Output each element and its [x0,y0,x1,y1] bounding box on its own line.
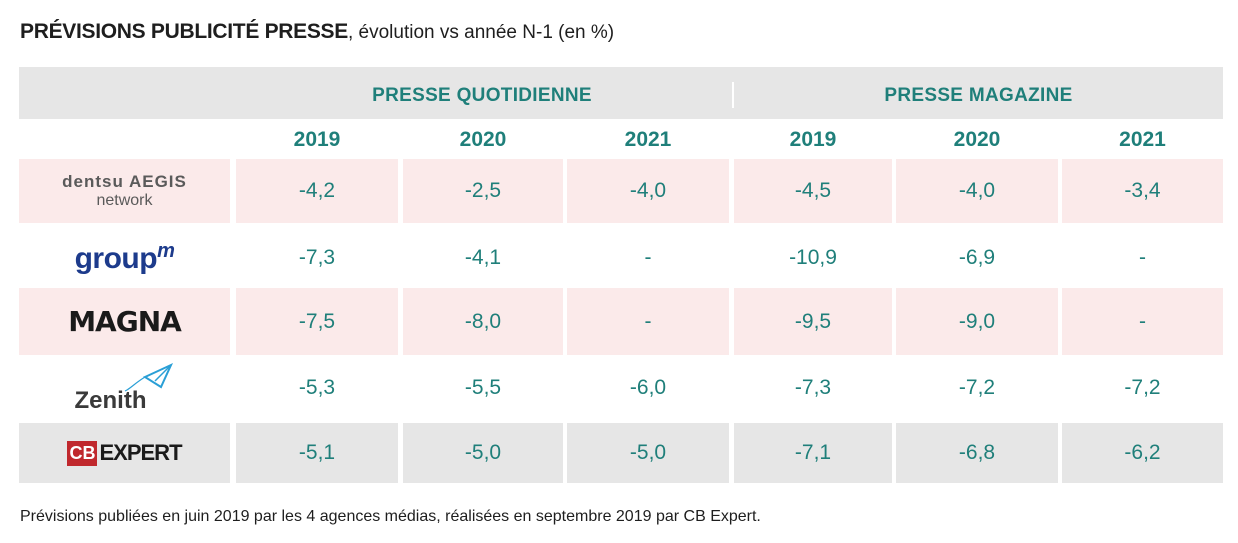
table-cell: -4,0 [896,159,1058,223]
table-cell: -4,0 [567,159,729,223]
footnote: Prévisions publiées en juin 2019 par les… [20,508,761,525]
table-cell: -10,9 [789,246,837,269]
table-cell: - [644,246,652,269]
table-cell: -5,5 [464,376,502,399]
dentsu-logo-line1: dentsu AEGIS [62,172,187,191]
year-header: 2019 [789,128,837,151]
year-header: 2020 [953,128,1001,151]
table-cell: -7,2 [958,376,996,399]
year-header: 2019 [293,128,341,151]
table-cell: -6,2 [1062,423,1223,483]
year-header: 2021 [1119,128,1166,151]
magna-logo-text: MAGNA [68,305,182,338]
table-cell: -6,0 [629,376,667,399]
table-cell: -7,2 [1124,376,1161,399]
table-cell: -7,1 [734,423,892,483]
table-cell: -6,8 [896,423,1058,483]
table-cell: -4,1 [464,246,502,269]
table-cell: -7,5 [236,288,398,355]
table-cell: -7,3 [794,376,832,399]
group-header-bar [19,67,1223,119]
table-cell: -7,3 [298,246,336,269]
year-header: 2021 [624,128,672,151]
table-cell: -3,4 [1062,159,1223,223]
table-cell: -5,0 [567,423,729,483]
group-label-quotidienne: PRESSE QUOTIDIENNE [372,85,592,106]
table-cell: -8,0 [403,288,563,355]
table-cell: -5,0 [403,423,563,483]
cbexpert-logo-text: EXPERT [99,440,182,465]
title-main: PRÉVISIONS PUBLICITÉ PRESSE [20,20,348,43]
chart-title: PRÉVISIONS PUBLICITÉ PRESSE, évolution v… [20,20,614,44]
title-subtitle: , évolution vs année N-1 (en %) [347,22,615,43]
groupm-logo-sup: m [157,240,175,262]
table-cell: - [1139,246,1146,269]
group-label-magazine: PRESSE MAGAZINE [884,85,1073,106]
year-header: 2020 [459,128,507,151]
logo-groupm: groupm [19,227,230,289]
table-cell: -9,5 [734,288,892,355]
zenith-logo-text: Zenith [74,387,147,414]
paper-plane-icon [124,362,173,392]
logo-magna: MAGNA [19,288,230,355]
logo-cbexpert: CB EXPERT [19,423,230,483]
logo-dentsu-aegis: dentsu AEGIS network [19,159,230,223]
table-cell: -6,9 [958,246,996,269]
table-cell: -5,3 [298,376,336,399]
group-separator [732,82,734,108]
cbexpert-badge: CB [67,440,98,466]
table-cell: -4,2 [236,159,398,223]
table-cell: -2,5 [403,159,563,223]
table-cell: -5,1 [236,423,398,483]
groupm-logo-text: group [74,242,158,275]
table-cell: - [567,288,729,355]
table-cell: -9,0 [896,288,1058,355]
logo-zenith: Zenith [19,357,230,419]
dentsu-logo-line2: network [96,192,153,209]
table-cell: - [1062,288,1223,355]
table-cell: -4,5 [734,159,892,223]
